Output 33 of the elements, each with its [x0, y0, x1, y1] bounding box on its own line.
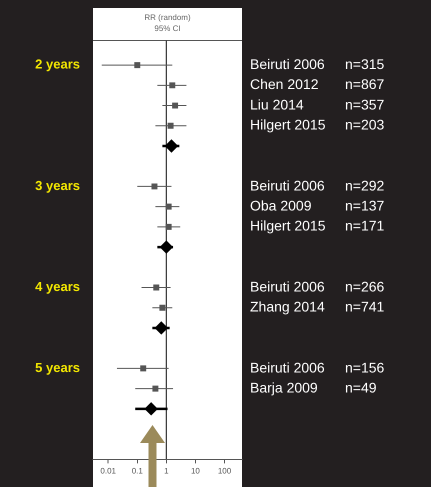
y-tick-label: Oba 2009 [250, 198, 312, 214]
text: 2 years [35, 56, 80, 72]
chart-title: RR (random) [144, 13, 191, 22]
x-tick-label: 10 [190, 466, 200, 476]
y-tick-label: Liu 2014 [250, 96, 304, 112]
y-tick-label: Chen 2012 [250, 76, 319, 92]
x-tick-label: 100 [218, 466, 232, 476]
text: 4 years [35, 279, 80, 294]
x-tick-label: 0.01 [100, 466, 117, 476]
y-tick-label: Beiruti 2006 [250, 278, 325, 294]
y2-tick-label: n=741 [345, 298, 385, 315]
y2-tick-label: n=357 [345, 96, 385, 112]
y2-tick-label: n=49 [345, 379, 377, 396]
y-tick-label: Barja 2009 [250, 379, 318, 396]
text: 3 years [35, 178, 80, 194]
x-tick-label: 1 [164, 466, 170, 476]
y2-tick-label: n=867 [345, 76, 385, 92]
y-tick-label: Hilgert 2015 [250, 116, 326, 133]
y2-tick-label: n=292 [345, 177, 385, 194]
y-tick-label: Beiruti 2006 [250, 177, 325, 194]
chart-subtitle: 95% CI [154, 24, 181, 33]
y-tick-label: Beiruti 2006 [250, 359, 325, 376]
x-tick-label: 0.1 [132, 466, 144, 476]
y-tick-label: Zhang 2014 [250, 298, 325, 315]
text: 5 years [35, 360, 80, 375]
y2-tick-label: n=171 [345, 218, 385, 234]
y2-tick-label: n=266 [345, 278, 385, 294]
y2-tick-label: n=137 [345, 198, 385, 214]
y2-tick-label: n=203 [345, 116, 385, 133]
y-tick-label: Beiruti 2006 [250, 56, 325, 72]
y-tick-label: Hilgert 2015 [250, 218, 326, 234]
y2-tick-label: n=315 [345, 56, 385, 72]
y2-tick-label: n=156 [345, 359, 385, 376]
